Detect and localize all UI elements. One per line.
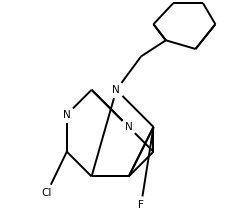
Text: Cl: Cl — [42, 187, 52, 198]
Bar — [113, 84, 120, 95]
Bar — [64, 109, 70, 120]
Text: N: N — [125, 122, 132, 132]
Bar — [125, 121, 132, 133]
Text: N: N — [112, 85, 120, 95]
Text: N: N — [63, 110, 71, 119]
Bar — [138, 199, 144, 211]
Text: F: F — [138, 200, 144, 210]
Bar — [42, 187, 52, 198]
